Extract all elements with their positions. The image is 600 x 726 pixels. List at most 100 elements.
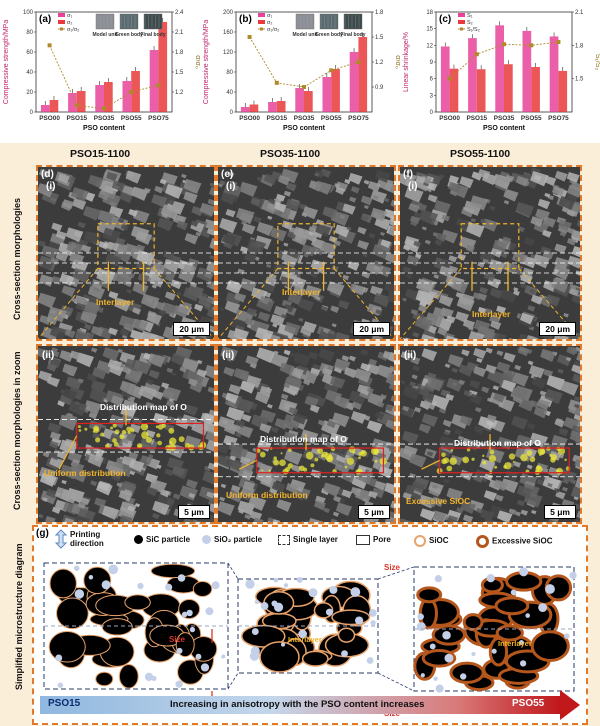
sem-grain [322,328,330,334]
sem-grain [476,508,484,515]
sem-grain [270,426,279,434]
sem-grain [513,287,519,292]
bar-series-2 [158,22,168,112]
sem-grain [389,365,394,372]
sem-grain [70,462,85,474]
sem-grain [175,346,193,361]
sem-grain [315,495,326,505]
sem-grain [223,423,238,435]
sem-grain [333,240,342,247]
legend-sioc: SiOC [414,535,449,547]
sem-grain [191,420,210,436]
sem-grain [520,283,528,290]
sio2-particle [211,581,220,590]
sem-grain [421,334,439,339]
sem-grain [535,208,551,222]
sic-particle [416,586,443,604]
sem-grain [552,185,565,197]
interlayer-label: Interlayer [282,287,321,297]
sem-grain [346,226,352,231]
sem-grain [167,416,177,425]
sem-grain [404,186,424,203]
legend-label: σ₂ [67,20,73,26]
legend-swatch [60,27,63,31]
sem-grain [315,223,332,238]
sem-grain [196,368,208,378]
x-tick-label: PSO00 [239,115,260,122]
transition-guide [377,672,415,692]
oxygen-map-dot [303,467,308,472]
sem-grain [570,486,580,500]
y2-tick-label: 0.9 [375,85,384,91]
sem-grain [329,376,346,389]
sem-grain [64,328,76,339]
sem-grain [322,367,333,377]
scale-bar: 5 μm [358,505,390,519]
sem-grain [133,359,152,375]
sic-particle [494,596,530,616]
sem-grain [341,489,353,499]
oxygen-map-dot [126,426,132,432]
bar-series-1 [349,52,359,112]
scale-bar: 20 μm [173,322,210,336]
sem-grain [192,519,203,522]
sem-grain [370,189,388,204]
sem-grain [388,226,394,236]
sem-grain [127,505,136,512]
sem-grain [386,290,394,304]
sem-grain [293,226,309,240]
sem-grain [307,269,319,279]
oxygen-map-dot [564,458,567,462]
sem-grain [380,239,391,249]
legend-pore-label: Pore [373,535,391,545]
sem-grain [569,430,580,444]
sem-grain [98,179,117,195]
sio2-particle [176,647,183,654]
sem-grain [469,380,481,389]
sem-grain [80,497,90,506]
column-title-pso35: PSO35-1100 [260,148,321,160]
sem-grain [374,480,387,491]
sem-grain [241,223,256,235]
oxygen-map-dot [127,430,131,434]
sem-grain [317,268,324,274]
row-label-zoom: Cross-section morphologies in zoom [12,351,22,510]
sem-grain [194,303,204,312]
sem-grain [204,271,213,279]
sem-grain [402,297,407,302]
sem-grain [138,385,157,401]
sem-grain [421,348,438,362]
sem-grain [493,392,506,403]
oxygen-map-dot [77,425,81,429]
sem-grain [532,253,550,269]
sio2-particle [325,608,334,616]
sem-grain [143,187,151,194]
sem-grain [285,182,297,192]
bar-series-2 [249,104,259,112]
sem-grain [97,209,116,225]
sem-grain [129,470,136,476]
sem-grain [72,267,91,284]
sem-grain [323,507,330,514]
sem-grain [206,228,214,236]
y-tick-label: 3 [430,93,434,99]
sem-grain [292,336,300,339]
sem-grain [87,174,104,189]
sic-particle [301,650,329,667]
sem-grain [350,284,365,296]
sample-image [95,13,115,30]
sem-grain [448,175,460,184]
sem-grain [542,476,561,492]
sem-grain [297,494,305,501]
sem-grain [458,435,464,441]
sem-grain [256,221,274,237]
sem-grain [291,464,302,473]
sem-grain [412,332,420,338]
sem-grain [203,218,214,232]
callout-arrow [58,435,78,470]
sem-grain [385,372,394,386]
sem-grain [318,348,335,363]
oxygen-map-dot [370,447,379,455]
sem-grain [573,396,580,402]
panel-sublabel-i: (i) [408,181,418,192]
